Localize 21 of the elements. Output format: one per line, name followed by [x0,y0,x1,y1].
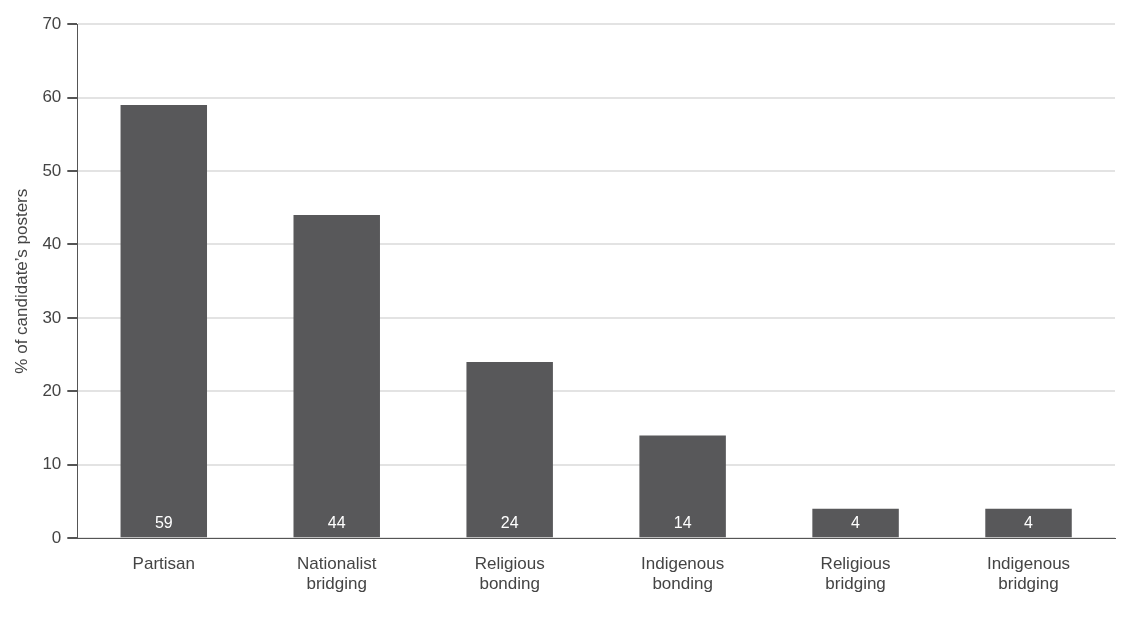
data-label: 14 [673,513,692,531]
y-tick-label: 70 [42,13,62,33]
x-tick-label: Nationalist bridging [297,554,377,594]
x-tick-label: Religious bridging [820,554,891,594]
x-tick-label: Indigenous bridging [986,554,1071,594]
y-tick-label: 10 [42,454,62,474]
data-label: 4 [851,513,861,531]
y-tick-label: 40 [42,234,62,254]
data-label: 4 [1024,513,1034,531]
x-tick-label: Partisan [132,554,195,574]
y-tick-label: 50 [42,160,62,180]
data-label: 24 [500,513,519,531]
y-tick-label: 30 [42,307,62,327]
y-axis-title: % of candidate’s posters [11,188,31,374]
x-tick-label: Religious bonding [474,554,545,594]
data-label: 44 [327,513,346,531]
y-tick-label: 60 [42,87,62,107]
y-tick-label: 0 [51,527,62,547]
x-tick-label: Indigenous bonding [641,554,725,594]
data-label: 59 [154,513,173,531]
y-tick-label: 20 [42,381,62,401]
